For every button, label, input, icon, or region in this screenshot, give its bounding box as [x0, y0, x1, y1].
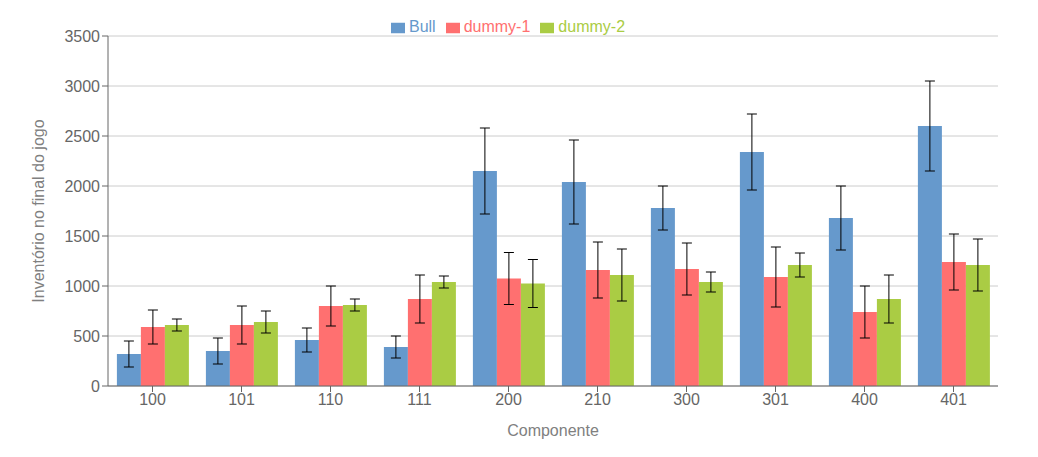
svg-text:2000: 2000 — [64, 178, 100, 195]
svg-text:Inventório no final do jogo: Inventório no final do jogo — [30, 119, 47, 302]
svg-text:1000: 1000 — [64, 278, 100, 295]
html-text:dummy-1: dummy-1 — [463, 18, 531, 35]
svg-text:111: 111 — [407, 391, 431, 408]
html-text:dummy-2: dummy-2 — [558, 18, 625, 35]
svg-text:300: 300 — [673, 391, 700, 408]
svg-text:3500: 3500 — [64, 28, 100, 45]
svg-text:401: 401 — [940, 391, 967, 408]
svg-text:500: 500 — [73, 328, 100, 345]
svg-text:100: 100 — [139, 391, 166, 408]
svg-text:210: 210 — [584, 391, 611, 408]
svg-text:0: 0 — [91, 378, 100, 395]
svg-text:3000: 3000 — [64, 78, 100, 95]
svg-text:110: 110 — [318, 391, 344, 408]
svg-text:Componente: Componente — [507, 422, 599, 439]
svg-text:200: 200 — [495, 391, 522, 408]
svg-text:1500: 1500 — [64, 228, 100, 245]
svg-text:400: 400 — [851, 391, 878, 408]
svg-text:2500: 2500 — [64, 128, 100, 145]
html-text:Bull: Bull — [409, 18, 436, 35]
svg-text:101: 101 — [228, 391, 255, 408]
svg-text:301: 301 — [762, 391, 789, 408]
